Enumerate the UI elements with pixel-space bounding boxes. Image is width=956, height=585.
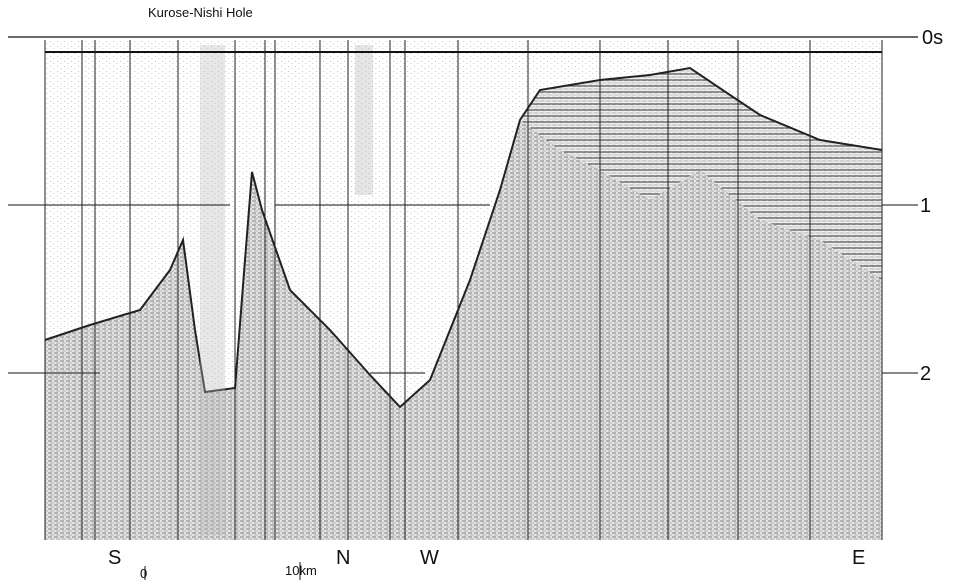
scale-label: 0 [140,566,147,581]
time-label: 1 [920,195,931,217]
direction-label: W [420,547,439,569]
direction-label: N [336,547,350,569]
figure-title: Kurose-Nishi Hole [148,5,253,20]
reflector-layers [520,68,882,280]
direction-label: E [852,547,865,569]
noise-column [200,45,225,535]
scale-label: 10km [285,563,317,578]
seafloor-reflector [44,66,883,409]
noise-column [355,45,373,195]
time-label: 2 [920,363,931,385]
direction-label: S [108,547,121,569]
time-label: 0s [922,27,943,49]
event-lines [44,40,883,540]
